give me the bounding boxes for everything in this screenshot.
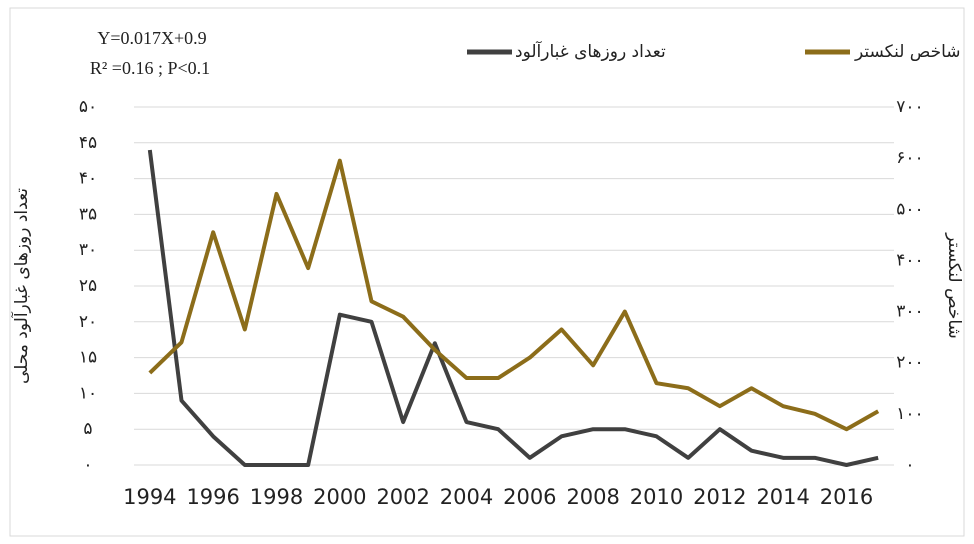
- y-tick-label: ۴۵: [79, 133, 97, 153]
- y-tick-label: ۵۰: [79, 97, 97, 117]
- x-tick-label: 2010: [630, 485, 683, 509]
- y2-tick-label: ۵۰۰: [896, 199, 923, 219]
- x-tick-label: 2002: [376, 485, 429, 509]
- x-tick-label: 2004: [440, 485, 493, 509]
- y2-tick-label: ۳۰۰: [896, 302, 923, 322]
- y-tick-label: ۰: [83, 455, 92, 475]
- y2-tick-label: ۴۰۰: [896, 250, 923, 270]
- y-tick-label: ۳۰: [79, 240, 97, 260]
- series-line: [147, 149, 879, 467]
- y2-tick-label: ۱۰۰: [896, 404, 923, 424]
- y2-tick-label: ۷۰۰: [896, 97, 923, 117]
- x-tick-label: 1994: [123, 485, 176, 509]
- y2-tick-label: ۲۰۰: [896, 353, 923, 373]
- x-tick-label: 1996: [186, 485, 239, 509]
- y-tick-label: ۴۰: [79, 169, 97, 189]
- annotation: Y=0.017X+0.9: [97, 28, 206, 48]
- legend-label: شاخص لنکستر: [854, 42, 961, 62]
- x-tick-label: 2014: [756, 485, 809, 509]
- chart-frame: [9, 7, 965, 537]
- legend-label: تعداد روزهای غبارآلود: [515, 40, 666, 62]
- x-tick-label: 2006: [503, 485, 556, 509]
- y-tick-label: ۱۰: [79, 383, 97, 403]
- y2-tick-label: ۰: [905, 455, 914, 475]
- x-tick-label: 2012: [693, 485, 746, 509]
- y-tick-label: ۵: [83, 419, 92, 439]
- y2-axis-title: شاخص لنکستر: [944, 232, 964, 339]
- y-tick-label: ۱۵: [79, 348, 97, 368]
- x-tick-label: 2008: [566, 485, 619, 509]
- x-tick-label: 1998: [250, 485, 303, 509]
- y-tick-label: ۲۰: [79, 312, 97, 332]
- y-tick-label: ۳۵: [79, 204, 97, 224]
- x-tick-label: 2016: [820, 485, 873, 509]
- annotation: R² =0.16 ; P<0.1: [90, 58, 210, 78]
- y2-tick-label: ۶۰۰: [896, 148, 923, 168]
- x-tick-label: 2000: [313, 485, 366, 509]
- y-tick-label: ۲۵: [79, 276, 97, 296]
- y-axis-title: تعداد روزهای غبارآلود محلی: [10, 188, 32, 384]
- series-line: [148, 158, 880, 432]
